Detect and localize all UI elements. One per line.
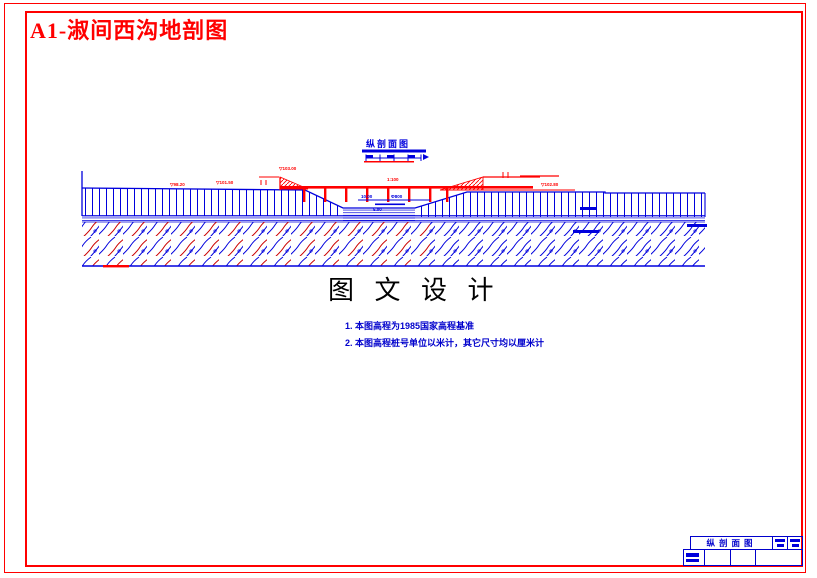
title-block-top-row: 纵剖面图 <box>690 536 803 550</box>
valley-label: 10.00 <box>361 194 373 199</box>
deck-label: 1:100 <box>387 177 399 182</box>
valley-labels: 10.00 Φ800 5.00 <box>358 194 430 212</box>
title-block-cell <box>705 550 731 565</box>
scale-bar <box>364 154 429 163</box>
title-block-cell <box>773 536 788 550</box>
elevation-markers: ▽98.20 ▽101.50 ▽103.00 1:100 ▽102.80 <box>169 166 559 187</box>
title-block-mark <box>686 558 699 563</box>
title-block-mark <box>791 544 799 548</box>
section-drawing: 纵剖面图 <box>81 138 707 268</box>
valley-label: 5.00 <box>373 207 382 212</box>
page-inner-border <box>25 11 803 567</box>
title-block-mark <box>776 544 784 548</box>
valley-label: Φ800 <box>391 194 403 199</box>
page-title: A1-淑间西沟地剖图 <box>30 18 229 43</box>
title-block: 纵剖面图 <box>683 536 803 566</box>
soil-hatch-layer <box>82 188 705 222</box>
title-block-cell <box>756 550 802 565</box>
section-header: 纵剖面图 <box>362 138 429 163</box>
drawing-notes: 1. 本图高程为1985国家高程基准 2. 本图高程桩号单位以米计，其它尺寸均以… <box>345 318 544 352</box>
elevation-marker: ▽102.80 <box>540 182 559 187</box>
elevation-marker: ▽103.00 <box>278 166 297 171</box>
title-block-bottom-row <box>683 549 803 566</box>
strata-waves <box>82 207 707 268</box>
page-outer-border <box>4 3 806 573</box>
note-line: 1. 本图高程为1985国家高程基准 <box>345 321 475 331</box>
elevation-marker: ▽101.50 <box>215 180 234 185</box>
center-title: 图 文 设 计 <box>328 276 501 305</box>
title-block-cell <box>788 536 803 550</box>
title-block-mark <box>775 538 785 543</box>
title-block-mark <box>790 538 800 543</box>
section-header-label: 纵剖面图 <box>366 138 410 149</box>
header-underline <box>362 149 426 153</box>
dam-structure <box>259 172 575 202</box>
title-block-drawing-name: 纵剖面图 <box>690 536 773 550</box>
title-block-cell <box>684 550 705 565</box>
note-line: 2. 本图高程桩号单位以米计，其它尺寸均以厘米计 <box>345 338 545 348</box>
title-block-mark <box>686 552 699 557</box>
title-block-cell <box>731 550 756 565</box>
elevation-marker: ▽98.20 <box>169 182 185 187</box>
